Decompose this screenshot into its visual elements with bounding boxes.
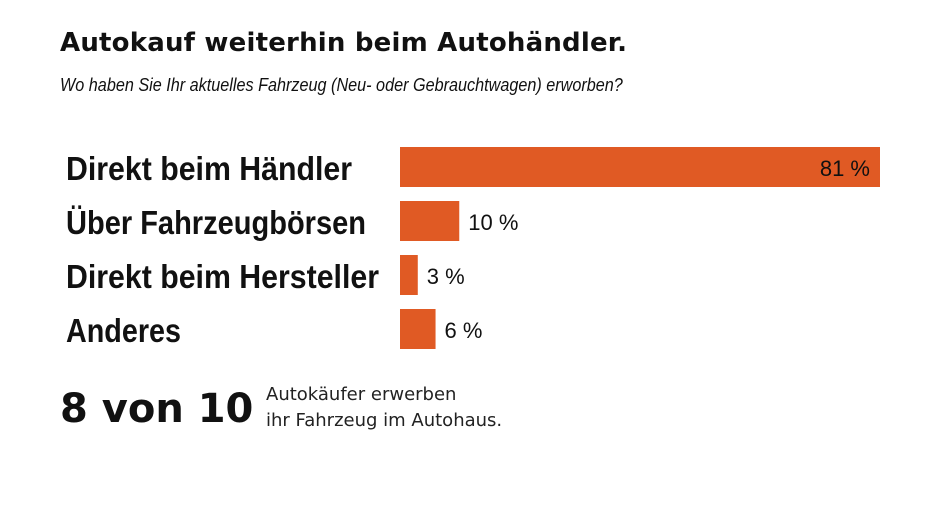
chart-title: Autokauf weiterhin beim Autohändler.	[60, 28, 628, 58]
category-label: Direkt beim Hersteller	[66, 258, 379, 295]
summary-big-stat: 8 von 10	[60, 386, 254, 432]
bar	[400, 201, 460, 241]
category-label: Über Fahrzeugbörsen	[66, 204, 366, 241]
value-label: 10 %	[468, 210, 518, 235]
category-label: Anderes	[66, 312, 181, 349]
bar	[400, 147, 880, 187]
summary-text: Autokäufer erwerben ihr Fahrzeug im Auto…	[266, 382, 566, 434]
bar	[400, 255, 418, 295]
value-label: 81 %	[820, 156, 870, 181]
chart-subtitle: Wo haben Sie Ihr aktuelles Fahrzeug (Neu…	[60, 75, 623, 95]
summary-text-line-2: ihr Fahrzeug im Autohaus.	[266, 410, 503, 431]
summary-text-line-1: Autokäufer erwerben	[266, 384, 457, 405]
value-label: 6 %	[445, 318, 483, 343]
bar-chart: Direkt beim Händler 81 % Über Fahrzeugbörs…	[66, 147, 880, 349]
value-label: 3 %	[427, 264, 465, 289]
bar	[400, 309, 436, 349]
category-label: Direkt beim Händler	[66, 150, 352, 187]
